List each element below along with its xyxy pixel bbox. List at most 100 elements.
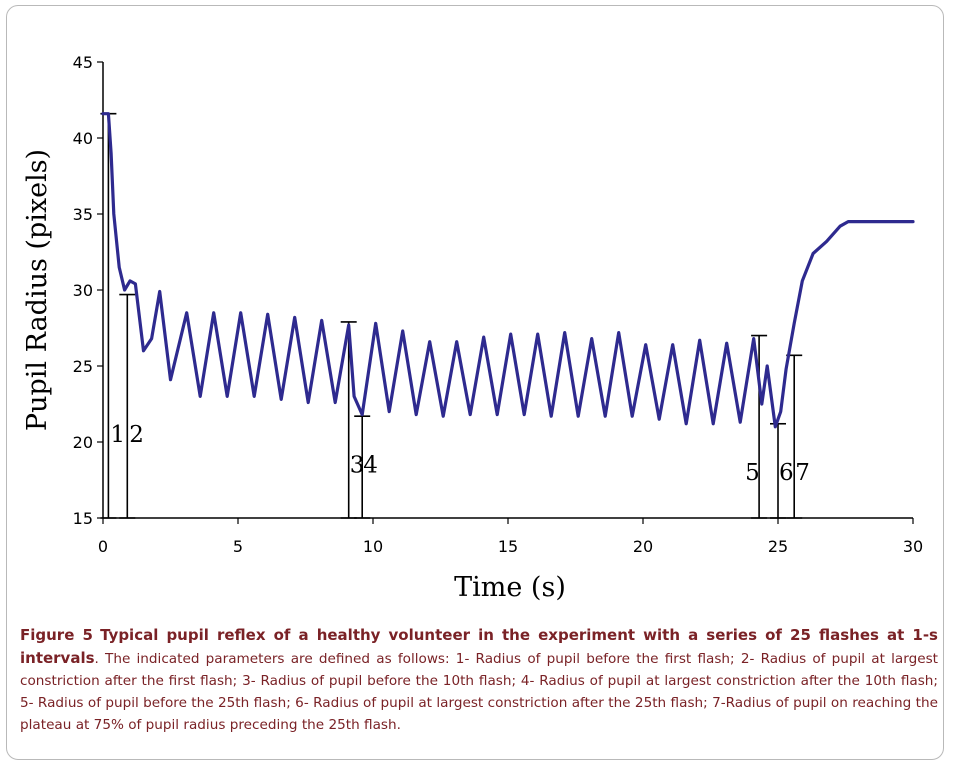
data-point (334, 401, 337, 404)
data-point (112, 212, 116, 216)
data-point (536, 332, 539, 336)
data-point (698, 338, 701, 342)
data-point (911, 220, 915, 223)
data-point (857, 220, 861, 223)
data-point (118, 266, 121, 269)
data-point (101, 112, 105, 115)
data-point (496, 413, 499, 416)
data-point (134, 282, 137, 286)
data-point (774, 425, 777, 428)
y-tick-label: 30 (73, 281, 93, 300)
data-point (266, 313, 269, 316)
data-point (884, 220, 888, 223)
data-point (428, 340, 431, 343)
data-point (280, 398, 283, 401)
y-tick-label: 25 (73, 357, 93, 376)
x-tick-label: 25 (768, 537, 788, 556)
data-point (388, 410, 391, 413)
data-point (577, 414, 580, 418)
marker-label: 3 (350, 452, 365, 478)
x-tick-label: 15 (498, 537, 518, 556)
y-tick-label: 35 (73, 205, 93, 224)
x-tick-label: 20 (633, 537, 653, 556)
data-point (838, 224, 842, 228)
data-point (199, 395, 202, 398)
marker-label: 5 (745, 460, 760, 486)
marker-label: 2 (129, 422, 144, 448)
figure-caption: Figure 5 Typical pupil reflex of a healt… (20, 624, 938, 736)
y-tick-label: 20 (73, 433, 93, 452)
data-point (109, 152, 113, 155)
data-point (825, 240, 828, 243)
data-point (455, 340, 458, 343)
data-point (685, 422, 688, 425)
y-axis-title: Pupil Radius (pixels) (22, 149, 53, 431)
data-point (671, 343, 674, 346)
data-point (123, 288, 126, 292)
data-point (150, 337, 153, 340)
data-point (793, 322, 796, 325)
data-point (617, 331, 620, 334)
data-point (212, 311, 215, 314)
data-point (766, 364, 769, 368)
y-tick-label: 40 (73, 129, 93, 148)
data-point (725, 342, 728, 345)
data-point (523, 413, 526, 416)
data-point (550, 414, 553, 418)
data-point (415, 413, 418, 416)
caption-title: Typical pupil reflex of a healthy volunt… (20, 626, 938, 667)
marker-label: 7 (795, 460, 810, 486)
data-point (352, 395, 356, 398)
marker-label: 4 (363, 452, 378, 478)
data-point (347, 323, 350, 327)
data-point (658, 418, 661, 421)
data-point (128, 279, 132, 283)
data-point (307, 401, 310, 404)
caption-figure-label: Figure 5 (20, 626, 93, 644)
data-point (226, 395, 229, 398)
x-tick-label: 5 (233, 537, 243, 556)
data-point (401, 329, 404, 333)
y-tick-label: 45 (73, 53, 93, 72)
data-point (169, 378, 172, 381)
data-point (784, 367, 788, 371)
data-point (509, 332, 512, 336)
data-point (563, 331, 566, 334)
marker-label: 6 (779, 460, 794, 486)
marker-label: 1 (110, 422, 125, 448)
data-point (779, 410, 782, 413)
data-point (442, 414, 445, 418)
data-point (253, 395, 256, 398)
data-point (631, 414, 634, 418)
pupil-radius-series-line (101, 112, 915, 429)
data-point (239, 311, 242, 314)
data-point (361, 413, 364, 416)
data-point (644, 343, 647, 346)
data-point (185, 311, 188, 314)
y-tick-label: 15 (73, 509, 93, 528)
data-point (590, 337, 593, 340)
x-tick-label: 10 (363, 537, 383, 556)
data-point (752, 337, 755, 340)
data-point (142, 349, 145, 352)
data-point (760, 402, 763, 406)
data-point (801, 279, 804, 283)
series-layer (101, 112, 915, 429)
data-point (107, 112, 110, 115)
data-point (847, 220, 850, 223)
data-point (293, 316, 296, 319)
data-point (374, 322, 377, 325)
data-point (320, 319, 323, 322)
caption-body: . The indicated parameters are defined a… (20, 651, 938, 733)
data-point (469, 413, 472, 416)
data-point (482, 335, 485, 339)
x-tick-label: 0 (98, 537, 108, 556)
data-point (158, 290, 161, 293)
data-point (739, 421, 742, 424)
data-point (811, 252, 815, 255)
data-point (712, 422, 715, 425)
x-axis-title: Time (s) (454, 572, 566, 603)
data-point (604, 414, 607, 418)
